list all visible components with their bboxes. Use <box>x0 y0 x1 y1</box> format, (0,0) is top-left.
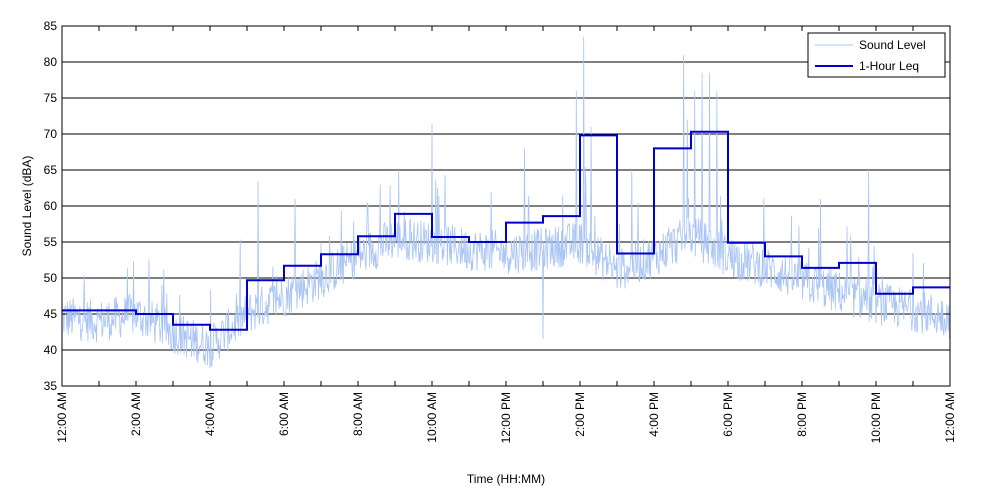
y-tick-label: 55 <box>44 235 58 249</box>
legend: Sound Level 1-Hour Leq <box>807 32 946 78</box>
y-tick-label: 45 <box>44 307 58 321</box>
x-axis-label: Time (HH:MM) <box>467 472 545 486</box>
y-tick-label: 65 <box>44 163 58 177</box>
axis-ticks <box>61 25 951 387</box>
series-1-hour-leq <box>62 130 950 331</box>
y-tick-label: 35 <box>44 379 58 393</box>
y-tick-label: 50 <box>44 271 58 285</box>
x-tick-label: 4:00 AM <box>203 392 217 436</box>
y-tick-label: 70 <box>44 127 58 141</box>
x-tick-label: 2:00 AM <box>129 392 143 436</box>
x-tick-label: 8:00 PM <box>795 392 809 437</box>
x-tick-label: 12:00 PM <box>499 392 513 443</box>
x-tick-label: 4:00 PM <box>647 392 661 437</box>
y-tick-label: 75 <box>44 91 58 105</box>
legend-box <box>807 32 946 78</box>
y-tick-label: 80 <box>44 55 58 69</box>
x-tick-label: 6:00 AM <box>277 392 291 436</box>
y-tick-label: 40 <box>44 343 58 357</box>
legend-label-sound-level: Sound Level <box>859 38 926 52</box>
x-tick-labels: 12:00 AM 2:00 AM 4:00 AM 6:00 AM 8:00 AM 10:0… <box>55 392 957 443</box>
y-tick-labels: 35 40 45 50 55 60 65 70 75 80 85 <box>44 19 58 393</box>
y-tick-label: 60 <box>44 199 58 213</box>
y-tick-label: 85 <box>44 19 58 33</box>
legend-label-1-hour-leq: 1-Hour Leq <box>859 59 919 73</box>
y-axis-label: Sound Level (dBA) <box>20 156 34 257</box>
x-tick-label: 12:00 AM <box>55 392 69 443</box>
x-tick-label: 2:00 PM <box>573 392 587 437</box>
x-tick-label: 10:00 AM <box>425 392 439 443</box>
leq-step-line <box>62 130 950 331</box>
x-tick-label: 10:00 PM <box>869 392 883 443</box>
x-tick-label: 8:00 AM <box>351 392 365 436</box>
x-tick-label: 12:00 AM <box>943 392 957 443</box>
x-tick-label: 6:00 PM <box>721 392 735 437</box>
